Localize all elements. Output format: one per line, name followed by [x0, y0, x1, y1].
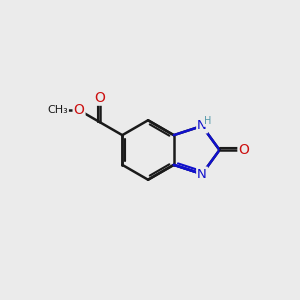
- Text: N: N: [197, 167, 207, 181]
- Text: CH₃: CH₃: [47, 105, 68, 115]
- Text: O: O: [74, 103, 85, 117]
- Text: O: O: [94, 91, 105, 105]
- Text: N: N: [197, 119, 207, 133]
- Text: O: O: [238, 143, 249, 157]
- Text: H: H: [204, 116, 212, 126]
